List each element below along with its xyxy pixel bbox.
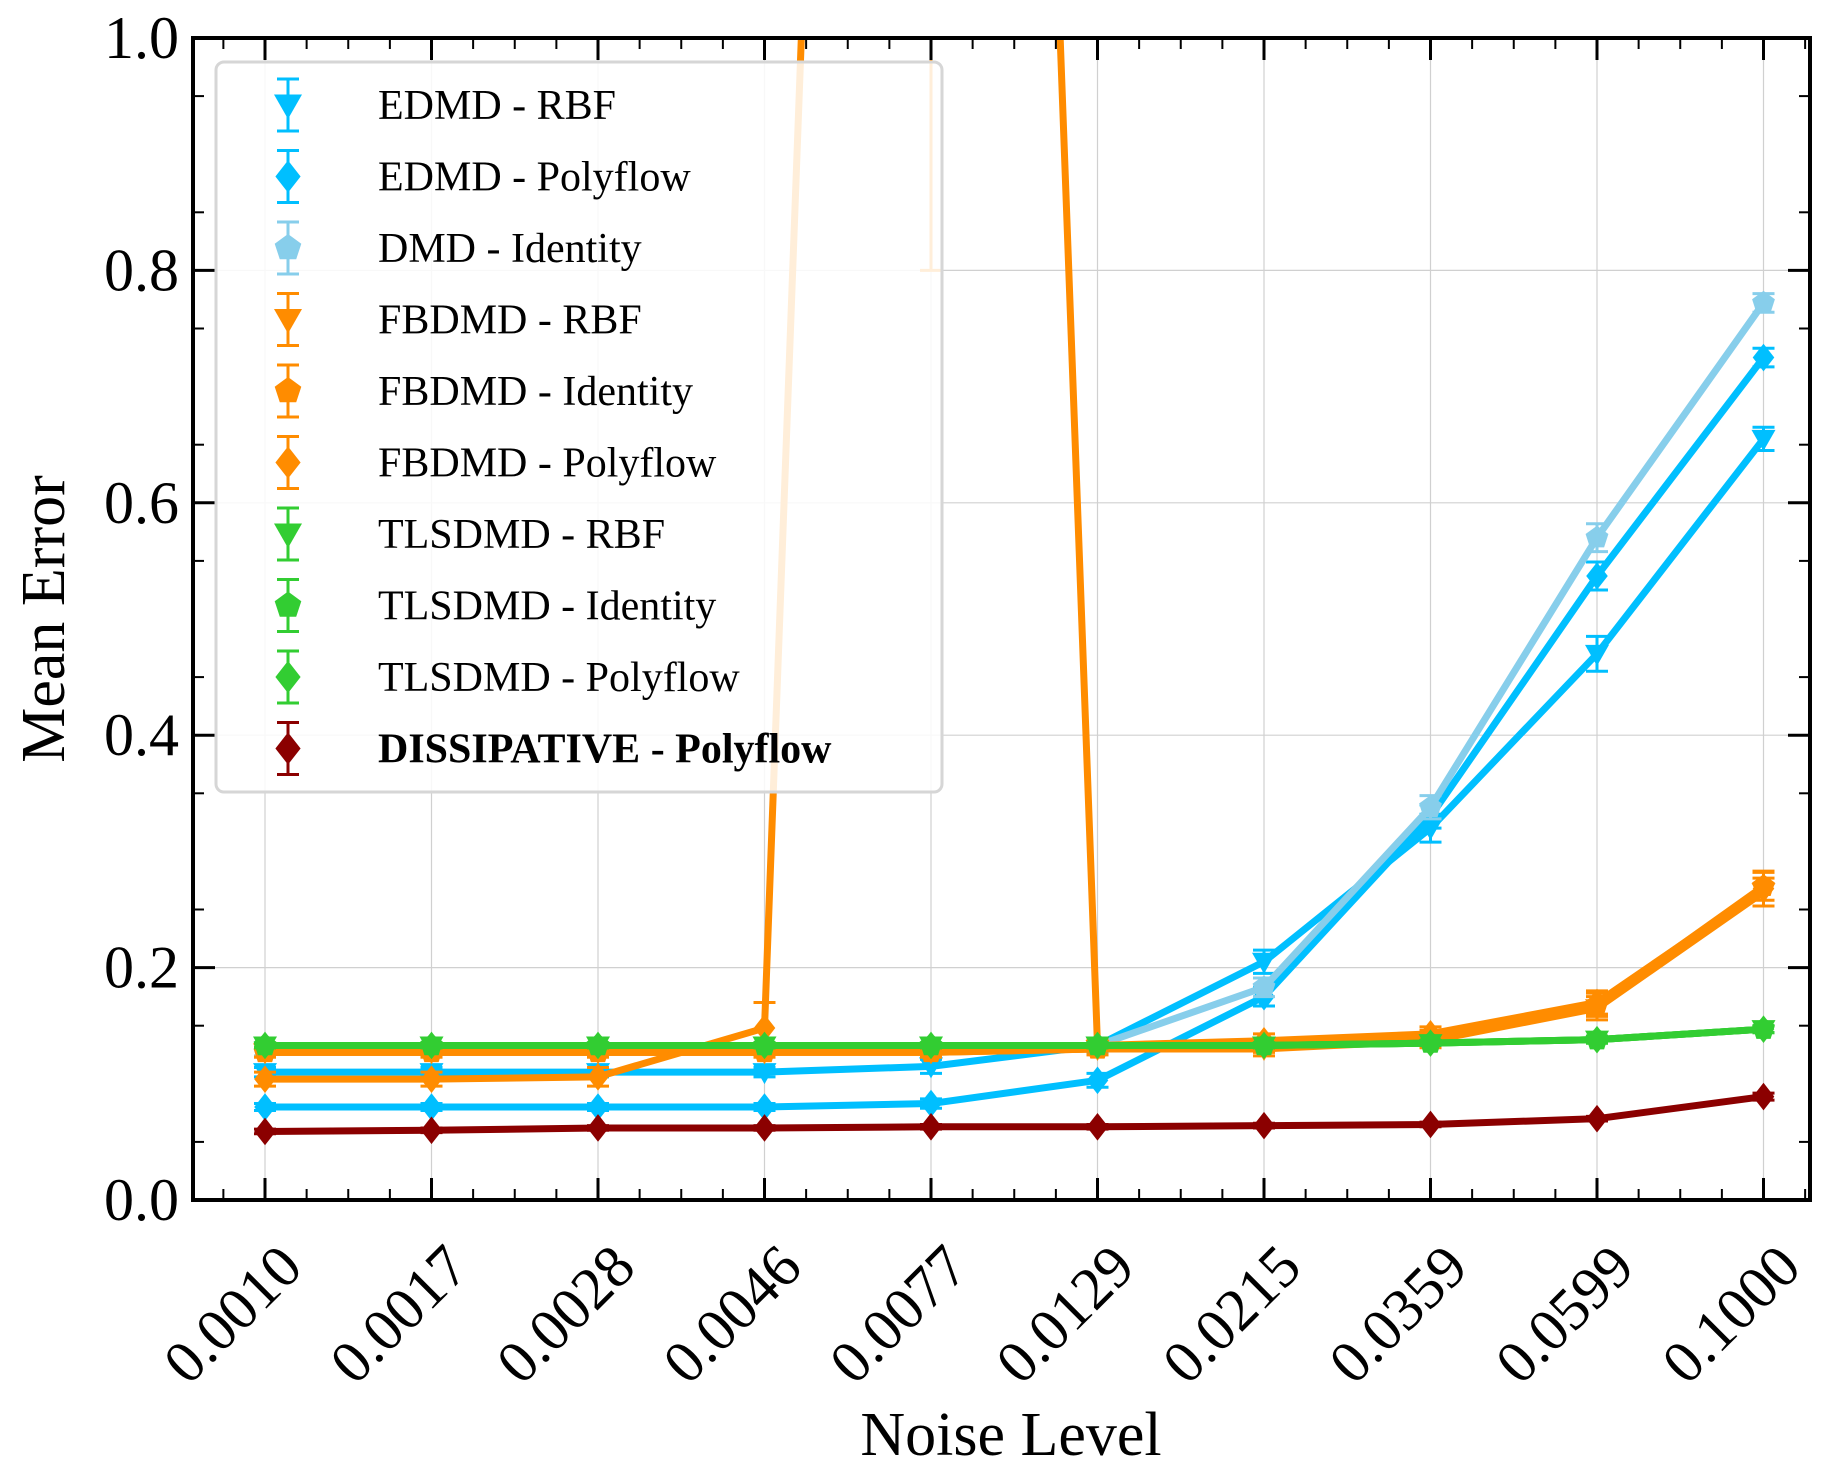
data-point xyxy=(1752,1015,1775,1043)
legend-item: FBDMD - Polyflow xyxy=(275,435,717,490)
legend-marker xyxy=(274,523,302,548)
data-point xyxy=(1086,1066,1109,1095)
data-point xyxy=(420,1116,443,1145)
data-point xyxy=(1086,1031,1109,1060)
legend-label: DISSIPATIVE - Polyflow xyxy=(378,727,832,773)
data-point xyxy=(1586,562,1608,590)
legend-label: FBDMD - RBF xyxy=(378,298,642,344)
legend-label: FBDMD - Identity xyxy=(378,369,693,415)
legend-label: EDMD - Polyflow xyxy=(378,155,691,201)
data-point xyxy=(1252,975,1276,998)
data-point xyxy=(254,1065,276,1093)
data-point xyxy=(1586,1025,1608,1054)
legend-box xyxy=(214,60,944,794)
series-line xyxy=(264,1093,1764,1135)
data-point xyxy=(753,1031,776,1060)
data-point xyxy=(1585,525,1609,548)
series-line xyxy=(265,355,1767,1111)
legend-marker xyxy=(275,446,301,479)
data-point xyxy=(753,1014,776,1042)
data-point xyxy=(254,1031,276,1060)
legend-label: TLSDMD - Identity xyxy=(378,584,716,630)
data-point xyxy=(1586,1104,1608,1133)
data-point xyxy=(919,1057,943,1079)
data-point xyxy=(1419,795,1442,817)
y-tick-label: 0.8 xyxy=(104,237,179,303)
legend-marker xyxy=(274,234,302,260)
series-line xyxy=(265,1025,1764,1049)
legend-marker xyxy=(274,309,302,334)
data-point xyxy=(1752,290,1775,313)
y-tick-label: 1.0 xyxy=(104,5,179,71)
series-layer xyxy=(253,38,1776,1146)
data-point xyxy=(1253,1111,1275,1140)
data-point xyxy=(920,1031,942,1060)
legend-marker xyxy=(275,732,301,765)
data-point xyxy=(587,1031,609,1060)
legend-marker xyxy=(275,160,301,193)
legend-label: TLSDMD - RBF xyxy=(378,512,665,558)
plot-frame xyxy=(191,36,1812,1202)
data-point xyxy=(1419,1029,1442,1057)
legend-item: EDMD - RBF xyxy=(274,77,616,133)
data-point xyxy=(753,1093,776,1121)
x-axis-title: Noise Level xyxy=(860,1401,1161,1469)
ticks xyxy=(193,36,1810,1202)
y-tick-label: 0.2 xyxy=(104,935,179,1001)
data-point xyxy=(420,1031,443,1060)
data-point xyxy=(420,1065,443,1093)
y-tick-label: 0.4 xyxy=(104,702,179,768)
data-point xyxy=(753,1114,776,1142)
data-point xyxy=(1752,343,1775,372)
y-tick-label: 0.0 xyxy=(104,1167,179,1233)
y-axis-title: Mean Error xyxy=(10,475,78,763)
data-point xyxy=(1752,1082,1775,1111)
legend-item: EDMD - Polyflow xyxy=(275,149,691,204)
data-point xyxy=(920,1089,942,1118)
series xyxy=(254,1015,1775,1060)
legend-item: FBDMD - RBF xyxy=(274,292,642,347)
data-point xyxy=(1751,429,1776,451)
data-point xyxy=(254,1117,276,1146)
data-point xyxy=(420,1093,443,1121)
legend-label: TLSDMD - Polyflow xyxy=(378,655,740,701)
legend-marker xyxy=(274,591,302,617)
legend-item: TLSDMD - RBF xyxy=(274,506,665,562)
legend-marker xyxy=(275,660,301,694)
legend: EDMD - RBF EDMD - Polyflow DMD - Identity F… xyxy=(214,60,944,794)
data-point xyxy=(587,1063,609,1091)
legend-item: FBDMD - Identity xyxy=(274,363,693,419)
data-point xyxy=(254,1093,276,1121)
data-point xyxy=(1086,1112,1109,1141)
legend-marker xyxy=(274,94,302,119)
y-tick-label: 0.6 xyxy=(104,470,179,536)
data-point xyxy=(587,1114,609,1142)
legend-label: FBDMD - Polyflow xyxy=(378,441,717,487)
data-point xyxy=(752,1063,777,1085)
legend-item: TLSDMD - Identity xyxy=(274,578,716,633)
series-line xyxy=(265,38,1766,1083)
legend-item: DISSIPATIVE - Polyflow xyxy=(275,721,832,776)
data-point xyxy=(1586,988,1608,1017)
data-point xyxy=(587,1093,609,1121)
legend-label: EDMD - RBF xyxy=(378,83,616,129)
series-line xyxy=(265,436,1767,1076)
data-point xyxy=(1253,1031,1275,1060)
data-point xyxy=(1252,952,1276,974)
legend-item: TLSDMD - Polyflow xyxy=(275,649,740,705)
legend-label: DMD - Identity xyxy=(378,226,642,272)
data-point xyxy=(1752,874,1775,903)
legend-marker xyxy=(274,377,302,403)
data-point xyxy=(1419,1110,1442,1139)
data-point xyxy=(920,1112,942,1141)
data-point xyxy=(1585,644,1609,666)
legend-item: DMD - Identity xyxy=(274,220,642,276)
series xyxy=(254,1082,1775,1146)
